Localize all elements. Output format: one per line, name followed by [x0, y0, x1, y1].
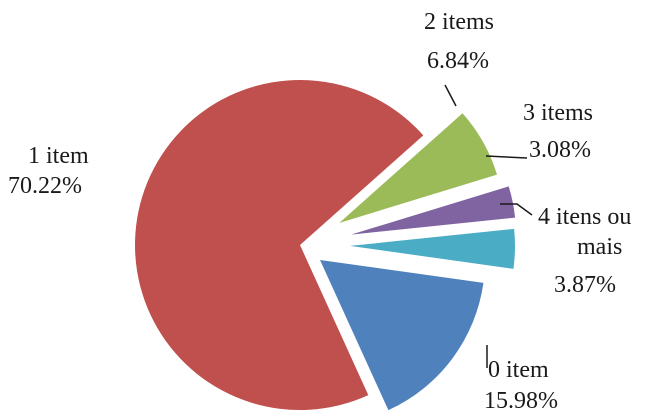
slice-3-items: [350, 186, 516, 235]
label-1-item: 1 item 70.22%: [8, 143, 89, 199]
slice-label-2-items: 2 items: [424, 9, 494, 35]
leader-line-4-itens: [500, 203, 533, 216]
slice-label-1-item: 1 item: [28, 143, 89, 169]
slice-2-items: [339, 113, 498, 223]
slice-4-itens-ou-mais: [349, 228, 515, 269]
leaders-layer: [444, 84, 533, 368]
label-0-item: 0 item 15.98%: [484, 357, 558, 412]
slices-layer: [135, 80, 516, 411]
label-2-items: 2 items 6.84%: [424, 9, 494, 74]
leader-line-2-items: [444, 84, 457, 107]
slice-value-0-item: 15.98%: [484, 388, 558, 412]
slice-value-3-items: 3.08%: [529, 137, 591, 163]
slice-value-2-items: 6.84%: [427, 48, 489, 74]
slice-label-0-item: 0 item: [488, 357, 549, 383]
slice-label-4-itens-line-1: 4 itens ou: [538, 204, 631, 230]
slice-0-item: [320, 259, 484, 411]
label-3-items: 3 items 3.08%: [523, 100, 593, 163]
slice-value-4-itens: 3.87%: [554, 272, 616, 298]
leader-line-3-items: [485, 155, 528, 159]
slice-1-item: [135, 80, 424, 410]
slice-label-3-items: 3 items: [523, 100, 593, 126]
slice-label-4-itens-line-2: mais: [577, 234, 622, 260]
label-4-itens-ou-mais: 4 itens ou mais 3.87%: [538, 204, 631, 298]
slice-value-1-item: 70.22%: [8, 173, 82, 199]
